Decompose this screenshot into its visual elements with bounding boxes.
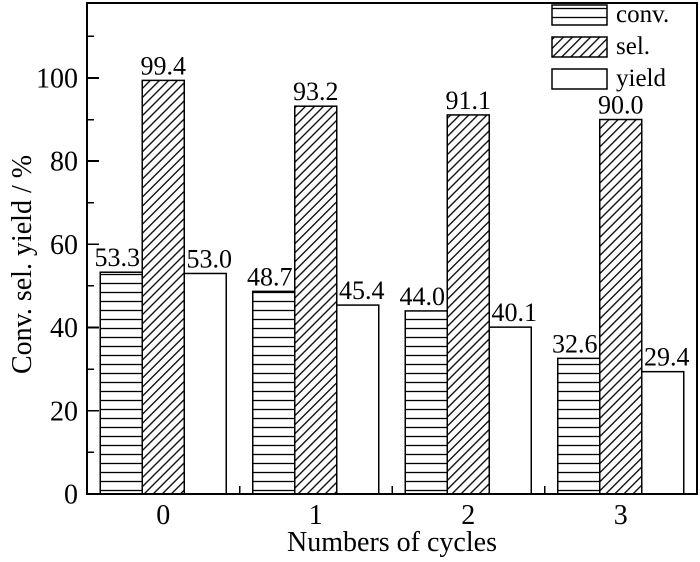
bar-value-label: 44.0 bbox=[400, 282, 446, 311]
bar-sel-cycle-3 bbox=[599, 118, 643, 495]
x-tick-label: 3 bbox=[614, 500, 628, 531]
legend-item-conv: conv. bbox=[551, 1, 670, 28]
bar-conv-cycle-0 bbox=[99, 271, 143, 495]
x-tick-label: 2 bbox=[461, 500, 475, 531]
bar-value-label: 91.1 bbox=[446, 86, 492, 115]
legend-label-sel: sel. bbox=[616, 33, 651, 60]
bar-yield-cycle-2 bbox=[488, 326, 532, 495]
bars-layer: 53.3 99.4 53.0 48.7 93.2 45.4 44.0 91.1 40.1 32.6… bbox=[95, 51, 690, 495]
legend-label-conv: conv. bbox=[616, 1, 670, 28]
x-tick-label: 1 bbox=[309, 500, 323, 531]
plot-frame bbox=[86, 2, 698, 495]
y-tick-label: 100 bbox=[36, 63, 78, 94]
y-tick-label: 20 bbox=[50, 396, 78, 427]
legend: conv. sel. yield bbox=[551, 1, 670, 100]
legend-label-yield: yield bbox=[616, 65, 666, 92]
y-axis-title: Conv. sel. yield / % bbox=[7, 154, 38, 374]
bar-yield-cycle-1 bbox=[336, 304, 380, 495]
bar-value-label: 53.3 bbox=[95, 243, 141, 272]
bar-conv-cycle-3 bbox=[557, 357, 601, 495]
legend-item-yield: yield bbox=[551, 65, 669, 92]
bar-sel-cycle-1 bbox=[294, 105, 338, 495]
x-tick-label: 0 bbox=[156, 500, 170, 531]
y-tick-label: 40 bbox=[50, 313, 78, 344]
bar-value-label: 45.4 bbox=[339, 276, 385, 305]
bar-value-label: 93.2 bbox=[293, 77, 339, 106]
bar-conv-cycle-1 bbox=[252, 290, 296, 495]
bar-yield-cycle-3 bbox=[641, 370, 685, 495]
legend-item-sel: sel. bbox=[551, 33, 669, 60]
bar-sel-cycle-0 bbox=[141, 79, 185, 495]
legend-swatch-conv-horizontal-lines bbox=[551, 4, 608, 26]
bar-sel-cycle-2 bbox=[446, 114, 490, 495]
legend-swatch-yield-plain bbox=[551, 68, 608, 90]
bar-value-label: 48.7 bbox=[247, 262, 293, 291]
axis-layer: 0 20 40 60 80 100 0 1 2 3 bbox=[36, 2, 698, 531]
bar-value-label: 99.4 bbox=[141, 51, 187, 80]
x-axis-title: Numbers of cycles bbox=[287, 527, 497, 558]
bar-value-label: 29.4 bbox=[644, 343, 690, 372]
y-tick-label: 80 bbox=[50, 147, 78, 178]
legend-swatch-sel-diagonal-lines bbox=[551, 36, 608, 58]
y-tick-label: 0 bbox=[64, 480, 78, 511]
bar-yield-cycle-0 bbox=[183, 272, 227, 495]
y-tick-label: 60 bbox=[50, 230, 78, 261]
bar-value-label: 32.6 bbox=[552, 329, 598, 358]
bar-value-label: 53.0 bbox=[187, 244, 233, 273]
bar-value-label: 40.1 bbox=[492, 298, 538, 327]
bar-value-label: 90.0 bbox=[598, 91, 644, 120]
bar-conv-cycle-2 bbox=[404, 310, 448, 495]
